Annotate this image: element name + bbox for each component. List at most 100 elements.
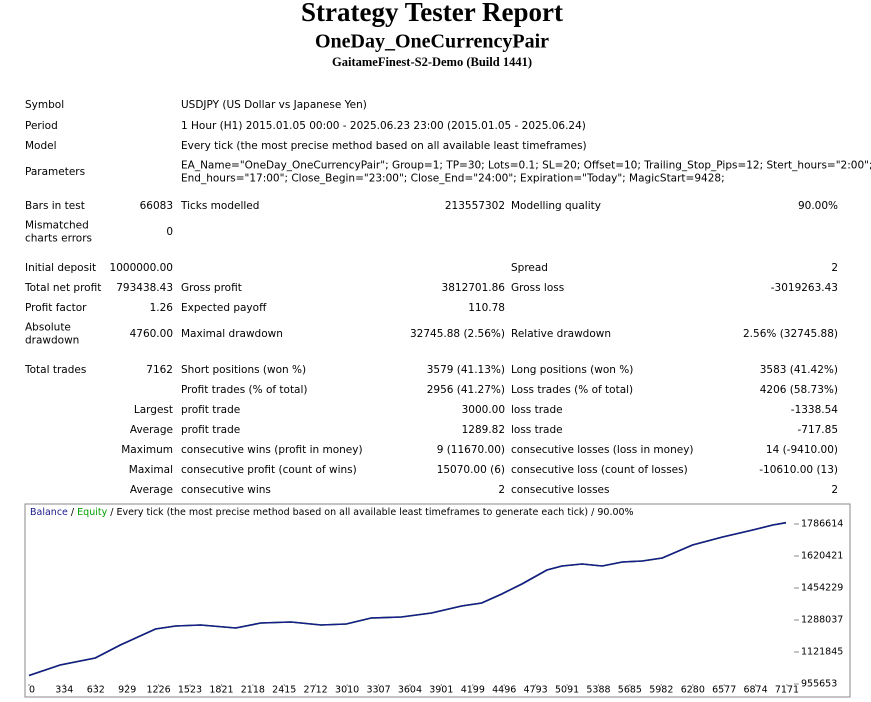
stat-value: -3019263.43 — [771, 282, 838, 294]
row-label: Model — [25, 140, 57, 152]
x-tick-label: 2415 — [272, 685, 296, 696]
legend-separator: / — [71, 507, 75, 518]
stat-value: Largest — [134, 404, 173, 416]
stat-value: Average — [130, 484, 173, 496]
row-label: Symbol — [25, 99, 64, 111]
chart-legend: Balance / Equity / Every tick (the most … — [30, 507, 634, 518]
y-tick-label: 1454229 — [801, 582, 843, 593]
stat-label: Maximal drawdown — [181, 328, 283, 340]
stat-value: 1289.82 — [462, 424, 505, 436]
row-label: Parameters — [25, 166, 85, 178]
stat-value: 4206 (58.73%) — [760, 384, 838, 396]
x-tick-label: 6280 — [681, 685, 705, 696]
stat-value: 3579 (41.13%) — [427, 364, 505, 376]
stat-value: 2 — [831, 484, 838, 496]
chart: 955653 1121845 1288037 1454229 1620421 178661… — [28, 518, 843, 696]
x-tick-label: 5982 — [649, 685, 673, 696]
stat-label: consecutive loss (count of losses) — [511, 464, 688, 476]
x-tick-label: 3010 — [335, 685, 359, 696]
stat-label: Ticks modelled — [180, 200, 259, 212]
stat-label: Gross loss — [511, 282, 564, 294]
stat-label: profit trade — [181, 404, 240, 416]
stat-label: Spread — [511, 262, 548, 274]
stat-value: 0 — [166, 226, 173, 238]
stat-label: Short positions (won %) — [181, 364, 306, 376]
stat-value: 2956 (41.27%) — [427, 384, 505, 396]
stat-value: 3583 (41.42%) — [760, 364, 838, 376]
stat-value: 32745.88 (2.56%) — [410, 328, 505, 340]
stat-label: Initial deposit — [25, 262, 96, 274]
x-tick-label: 5388 — [586, 685, 610, 696]
stat-value: 9 (11670.00) — [437, 444, 505, 456]
stat-label: consecutive wins (profit in money) — [181, 444, 363, 456]
x-tick-label: 4793 — [524, 685, 548, 696]
x-tick-label: 6577 — [712, 685, 736, 696]
x-tick-label: 6874 — [743, 685, 767, 696]
stat-label: Gross profit — [181, 282, 242, 294]
stat-value: 1000000.00 — [110, 262, 173, 274]
x-tick-label: 4199 — [461, 685, 485, 696]
stat-label: drawdown — [25, 335, 79, 347]
stat-label: loss trade — [511, 404, 563, 416]
stat-label: charts errors — [25, 233, 92, 245]
server-name: GaitameFinest-S2-Demo (Build 1441) — [332, 55, 532, 69]
stat-label: Absolute — [25, 322, 71, 334]
series-line — [28, 521, 787, 677]
row-value: 1 Hour (H1) 2015.01.05 00:00 - 2025.06.2… — [181, 120, 586, 132]
stat-value: 4760.00 — [130, 328, 173, 340]
stat-label: Bars in test — [25, 200, 85, 212]
legend-balance: Balance — [30, 507, 68, 518]
y-tick-label: 1786614 — [801, 518, 843, 529]
stat-value: 2 — [831, 262, 838, 274]
stat-label: Mismatched — [25, 220, 89, 232]
stat-value: Maximal — [129, 464, 173, 476]
y-tick-label: 1288037 — [801, 614, 843, 625]
row-label: Period — [25, 120, 58, 132]
stat-label: Profit trades (% of total) — [181, 384, 308, 396]
stat-label: profit trade — [181, 424, 240, 436]
report-title: Strategy Tester Report — [301, 0, 563, 27]
row-value: End_hours="17:00"; Close_Begin="23:00"; … — [181, 173, 725, 185]
stat-value: 3812701.86 — [442, 282, 506, 294]
stat-value: 2.56% (32745.88) — [743, 328, 838, 340]
x-tick-label: 929 — [118, 685, 136, 696]
chart-frame — [24, 503, 851, 698]
stat-label: Loss trades (% of total) — [511, 384, 633, 396]
stat-value: 7162 — [146, 364, 173, 376]
row-value: USDJPY (US Dollar vs Japanese Yen) — [181, 99, 367, 111]
stat-label: Expected payoff — [181, 302, 267, 314]
row-value: EA_Name="OneDay_OneCurrencyPair"; Group=… — [181, 160, 871, 172]
x-tick-label: 632 — [87, 685, 105, 696]
x-tick-label: 2712 — [304, 685, 328, 696]
stat-label: Total net profit — [24, 282, 101, 294]
chart-subtitle: / Every tick (the most precise method ba… — [110, 507, 633, 518]
x-tick-label: 3604 — [398, 685, 422, 696]
stat-value: -717.85 — [797, 424, 838, 436]
stat-value: 14 (-9410.00) — [766, 444, 838, 456]
stat-value: 3000.00 — [462, 404, 505, 416]
stat-value: Average — [130, 424, 173, 436]
stat-value: -10610.00 (13) — [759, 464, 838, 476]
y-tick-label: 955653 — [801, 679, 837, 690]
stat-value: 66083 — [140, 200, 173, 212]
stat-value: 90.00% — [798, 200, 838, 212]
x-tick-label: 4496 — [492, 685, 516, 696]
stat-value: Maximum — [121, 444, 173, 456]
stat-value: 1.26 — [150, 302, 174, 314]
x-tick-label: 0 — [29, 685, 35, 696]
row-value: Every tick (the most precise method base… — [181, 140, 587, 152]
x-tick-label: 5091 — [555, 685, 579, 696]
x-tick-label: 3901 — [429, 685, 453, 696]
y-tick-label: 1620421 — [801, 550, 843, 561]
x-tick-label: 7171 — [775, 685, 799, 696]
stat-label: consecutive losses (loss in money) — [511, 444, 694, 456]
stats-table: Symbol USDJPY (US Dollar vs Japanese Yen)… — [24, 99, 871, 496]
stat-value: 793438.43 — [116, 282, 173, 294]
stat-label: consecutive wins — [181, 484, 271, 496]
stat-value: 2 — [498, 484, 505, 496]
stat-label: consecutive losses — [511, 484, 609, 496]
expert-name: OneDay_OneCurrencyPair — [315, 31, 549, 53]
y-tick-label: 1121845 — [801, 646, 843, 657]
